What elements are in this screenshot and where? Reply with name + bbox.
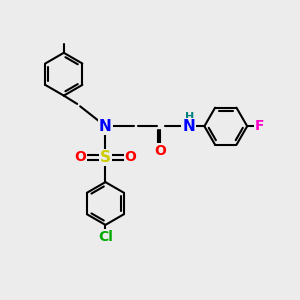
Text: O: O bbox=[125, 150, 136, 164]
Text: S: S bbox=[100, 150, 111, 165]
Text: O: O bbox=[74, 150, 86, 164]
Text: O: O bbox=[154, 145, 166, 158]
Text: F: F bbox=[255, 119, 264, 133]
Text: Cl: Cl bbox=[98, 230, 113, 244]
Text: N: N bbox=[99, 119, 112, 134]
Text: N: N bbox=[182, 119, 195, 134]
Text: H: H bbox=[184, 112, 194, 122]
